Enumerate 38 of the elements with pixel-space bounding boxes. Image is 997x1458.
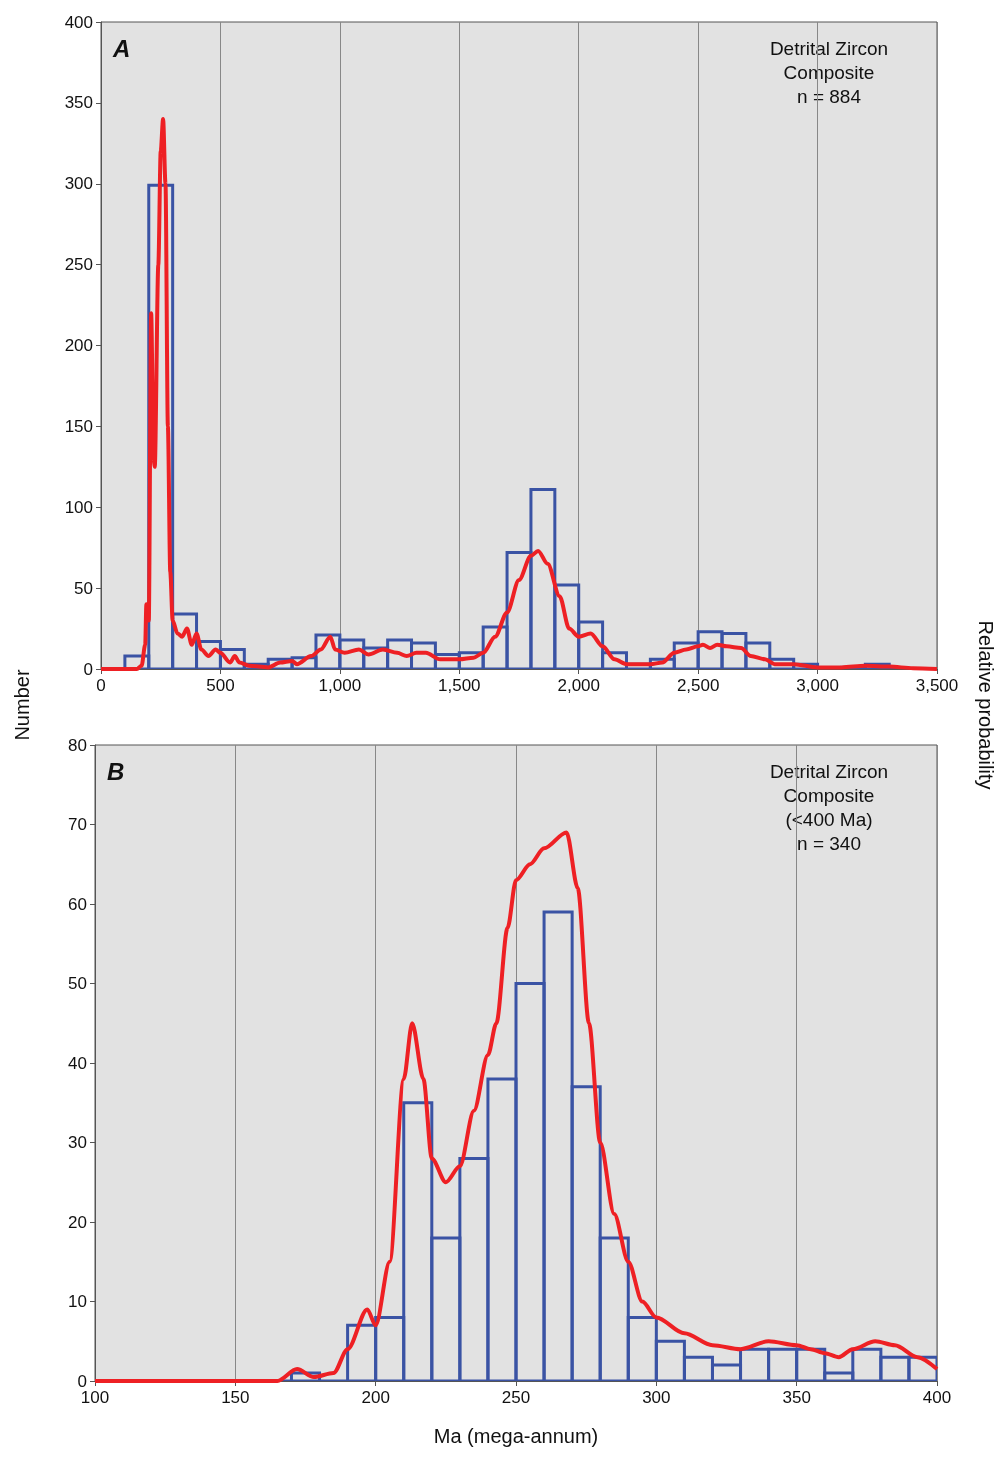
y-tick-label: 250	[64, 255, 93, 275]
y-tick-label: 400	[64, 12, 93, 32]
x-tick-label: 200	[361, 1388, 390, 1407]
x-tick-label: 300	[642, 1388, 671, 1407]
y2-axis-title: Relative probability	[973, 620, 997, 790]
x-tick-label: 350	[782, 1388, 811, 1407]
y-tick-label: 0	[83, 659, 93, 679]
y-tick-label: 30	[68, 1133, 87, 1152]
x-tick-label: 2,500	[676, 676, 720, 695]
y-tick-label: 40	[68, 1053, 87, 1073]
y-tick-label: 20	[68, 1212, 87, 1232]
y-tick-label: 300	[64, 174, 93, 194]
y-tick-label: 200	[64, 336, 93, 355]
x-tick-label: 250	[501, 1388, 531, 1407]
text: B	[107, 757, 125, 785]
y-tick-label: 350	[64, 93, 93, 113]
y-tick-label: 0	[77, 1371, 87, 1391]
annotation: Detrital Zircon Composite (<400 Ma) n = 340	[769, 760, 889, 854]
text: A	[112, 34, 131, 62]
x-tick-label: 3,000	[796, 676, 839, 695]
x-tick-label: 3,500	[915, 676, 959, 695]
x-tick-label: 150	[221, 1388, 250, 1407]
x-tick-label: 400	[922, 1388, 952, 1407]
x-tick-label: 1,000	[318, 676, 362, 695]
x-tick-label: 1,500	[438, 676, 481, 695]
y-tick-label: 100	[64, 497, 93, 517]
y-tick-label: 80	[68, 735, 87, 755]
x-tick-label: 2,000	[557, 676, 600, 695]
y-axis-title: Number	[10, 669, 34, 741]
x-tick-label: 0	[96, 676, 106, 695]
y-tick-label: 50	[74, 578, 93, 598]
y-tick-label: 10	[68, 1292, 87, 1311]
y-tick-label: 60	[68, 894, 87, 914]
y-tick-label: 150	[64, 416, 93, 436]
y-tick-label: 70	[68, 815, 87, 834]
x-tick-label: 500	[206, 676, 235, 695]
x-axis-title: Ma (mega-annum)	[433, 1425, 599, 1447]
y-tick-label: 50	[68, 974, 87, 993]
